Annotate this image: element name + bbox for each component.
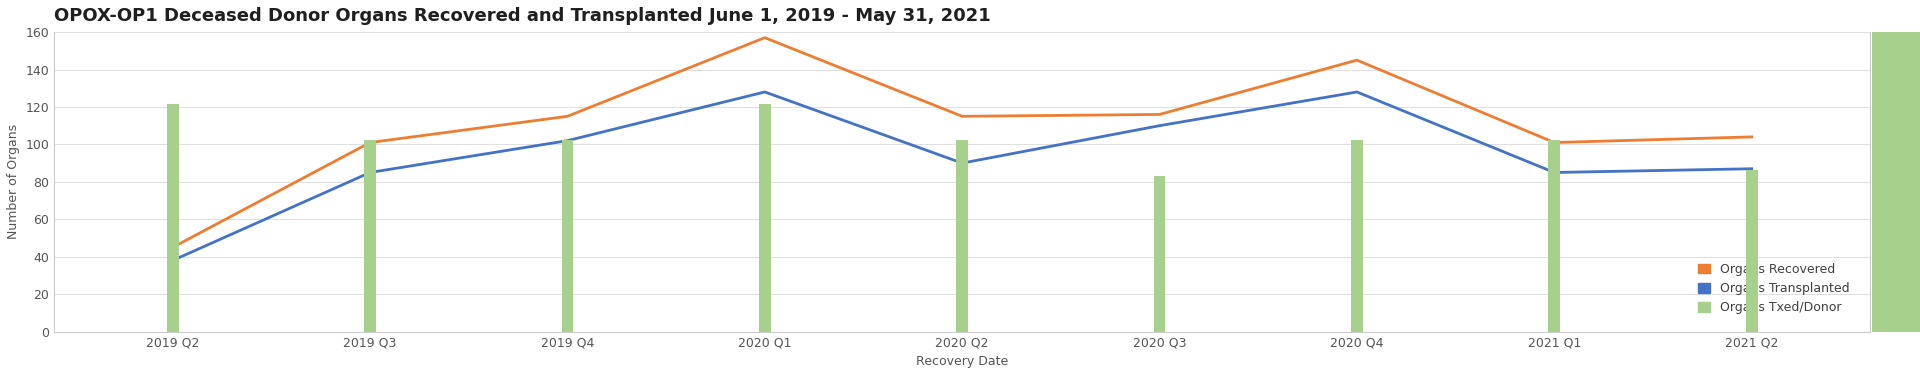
Bar [561, 140, 574, 332]
Bar [758, 104, 770, 332]
Bar [956, 140, 968, 332]
Bar [1745, 170, 1757, 332]
Text: OPOX-OP1 Deceased Donor Organs Recovered and Transplanted June 1, 2019 - May 31,: OPOX-OP1 Deceased Donor Organs Recovered… [54, 7, 991, 25]
Y-axis label: Number of Organs: Number of Organs [8, 124, 19, 239]
Bar [1352, 140, 1363, 332]
Bar [167, 104, 179, 332]
Bar [1548, 140, 1561, 332]
Legend: Organs Recovered, Organs Transplanted, Organs Txed/Donor: Organs Recovered, Organs Transplanted, O… [1693, 258, 1855, 320]
Bar [1154, 176, 1165, 332]
Y-axis label: Organs Transplanted per Donor: Organs Transplanted per Donor [1901, 89, 1912, 275]
X-axis label: Recovery Date: Recovery Date [916, 355, 1008, 368]
Bar [365, 140, 376, 332]
